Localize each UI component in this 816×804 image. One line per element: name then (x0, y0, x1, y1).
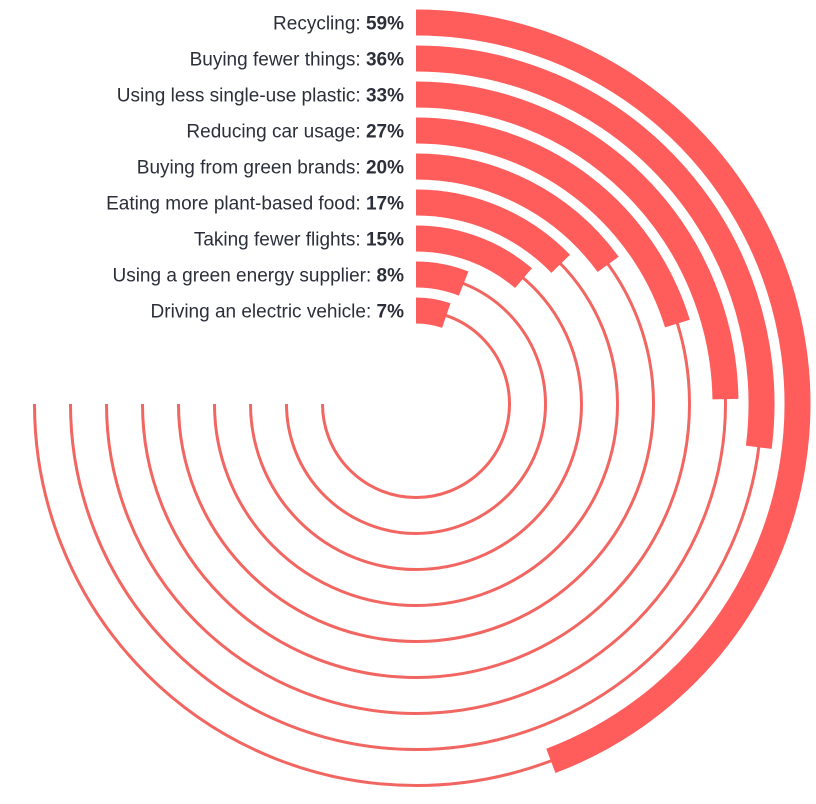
track-using-a-green-energy-supplier (285, 273, 547, 535)
label-using-a-green-energy-supplier: Using a green energy supplier: 8% (112, 266, 404, 287)
bar-eating-more-plant-based-food (415, 189, 571, 273)
bar-taking-fewer-flights (415, 225, 532, 289)
label-group: Recycling: 59%Buying fewer things: 36%Us… (106, 14, 404, 323)
bar-buying-from-green-brands (415, 153, 619, 273)
track-taking-fewer-flights (249, 237, 583, 571)
label-driving-an-electric-vehicle: Driving an electric vehicle: 7% (151, 302, 405, 323)
value-label: 7% (377, 302, 405, 323)
value-label: 17% (366, 194, 404, 215)
label-buying-from-green-brands: Buying from green brands: 20% (137, 158, 404, 179)
label-using-less-single-use-plastic: Using less single-use plastic: 33% (117, 86, 404, 107)
category-label: Using less single-use plastic: (117, 86, 366, 107)
label-reducing-car-usage: Reducing car usage: 27% (186, 122, 404, 143)
bar-driving-an-electric-vehicle (415, 297, 451, 328)
value-label: 27% (366, 122, 404, 143)
value-label: 8% (377, 266, 405, 287)
bar-recycling (415, 9, 811, 774)
value-label: 33% (366, 86, 404, 107)
category-label: Buying from green brands: (137, 158, 366, 179)
bar-reducing-car-usage (415, 117, 690, 328)
bar-buying-fewer-things (415, 45, 775, 449)
label-eating-more-plant-based-food: Eating more plant-based food: 17% (106, 194, 404, 215)
category-label: Using a green energy supplier: (112, 266, 376, 287)
value-label: 20% (366, 158, 404, 179)
bar-using-a-green-energy-supplier (415, 261, 469, 296)
label-taking-fewer-flights: Taking fewer flights: 15% (194, 230, 404, 251)
value-label: 59% (366, 14, 404, 35)
bar-using-less-single-use-plastic (415, 81, 739, 400)
label-buying-fewer-things: Buying fewer things: 36% (190, 50, 405, 71)
category-label: Buying fewer things: (190, 50, 366, 71)
category-label: Reducing car usage: (186, 122, 366, 143)
bar-group (415, 9, 811, 774)
label-recycling: Recycling: 59% (273, 14, 404, 35)
value-label: 15% (366, 230, 404, 251)
category-label: Recycling: (273, 14, 366, 35)
category-label: Driving an electric vehicle: (151, 302, 377, 323)
value-label: 36% (366, 50, 404, 71)
category-label: Eating more plant-based food: (106, 194, 366, 215)
category-label: Taking fewer flights: (194, 230, 366, 251)
track-driving-an-electric-vehicle (321, 309, 511, 499)
